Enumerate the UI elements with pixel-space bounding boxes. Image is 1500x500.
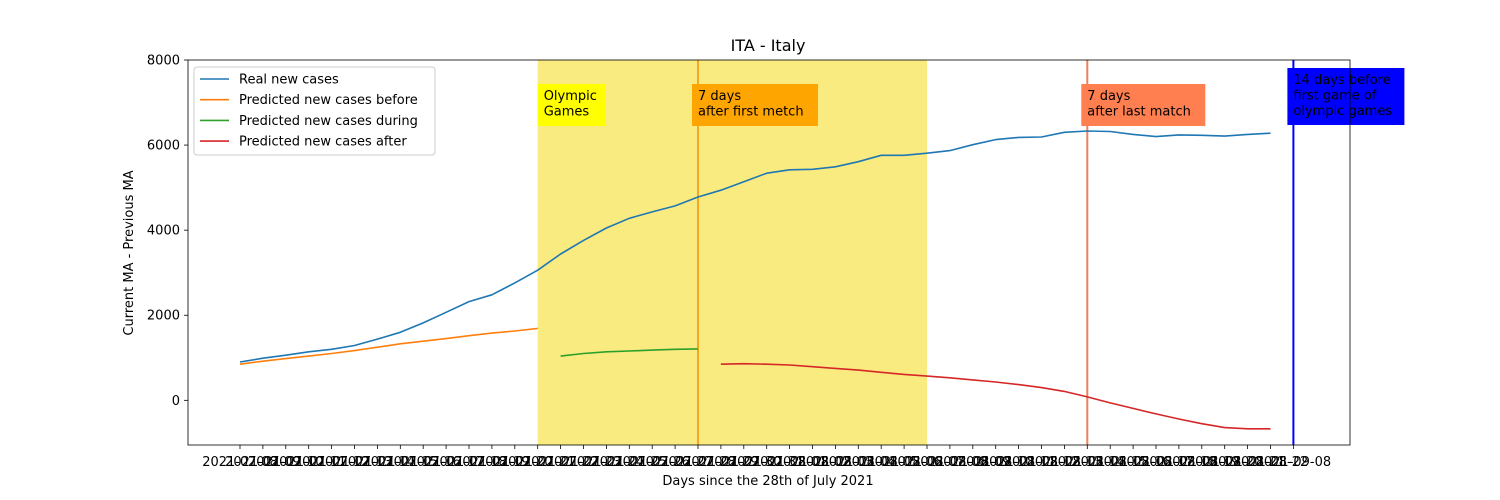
x-tick-label-34: 2021-08-11 xyxy=(981,455,1057,470)
x-tick-label-26: 2021-08-03 xyxy=(798,455,874,470)
x-tick-label-44: 2021-08-21 xyxy=(1210,455,1286,470)
x-tick-label-3: 2021-07-11 xyxy=(271,455,347,470)
y-tick-label-1: 2000 xyxy=(147,309,180,324)
x-tick-label-37: 2021-08-14 xyxy=(1050,455,1126,470)
y-axis-label: Current MA - Previous MA xyxy=(122,170,137,335)
legend-label-0: Real new cases xyxy=(239,73,339,88)
x-tick-label-6: 2021-07-14 xyxy=(340,455,416,470)
y-axis: 0 2000 4000 6000 8000 xyxy=(147,54,188,409)
x-tick-label-40: 2021-08-17 xyxy=(1118,455,1194,470)
x-tick-label-2: 2021-07-10 xyxy=(248,455,324,470)
legend-box xyxy=(193,66,436,156)
annotation-box-0 xyxy=(537,84,606,126)
y-tick-label-3: 6000 xyxy=(147,139,180,154)
x-tick-label-46: 2021-09-08 xyxy=(1256,455,1332,470)
x-tick-label-28: 2021-08-05 xyxy=(843,455,919,470)
annotation-text-2: 7 days after last match xyxy=(1087,89,1191,120)
x-tick-label-31: 2021-08-08 xyxy=(912,455,988,470)
x-tick-label-1: 2021-07-09 xyxy=(225,455,301,470)
x-tick-label-41: 2021-08-18 xyxy=(1141,455,1217,470)
x-tick-label-36: 2021-08-13 xyxy=(1027,455,1103,470)
x-axis: 2021-07-082021-07-092021-07-102021-07-11… xyxy=(202,445,1331,470)
x-tick-label-29: 2021-08-06 xyxy=(866,455,942,470)
series-line-0 xyxy=(239,130,1271,363)
y-tick-label-4: 8000 xyxy=(147,54,180,69)
annotation-box-1 xyxy=(692,84,818,126)
legend-label-1: Predicted new cases before xyxy=(239,93,418,108)
x-tick-label-17: 2021-07-25 xyxy=(592,455,668,470)
chart-title: ITA - Italy xyxy=(731,36,806,55)
annotation-text-0: Olympic Games xyxy=(544,89,597,120)
y-tick-label-2: 4000 xyxy=(147,224,180,239)
x-tick-label-0: 2021-07-08 xyxy=(202,455,278,470)
x-tick-label-23: 2021-07-31 xyxy=(729,455,805,470)
x-tick-label-8: 2021-07-16 xyxy=(385,455,461,470)
x-tick-label-21: 2021-07-29 xyxy=(683,455,759,470)
x-tick-label-32: 2021-08-09 xyxy=(935,455,1011,470)
annotation-labels: Olympic Games 7 days after first metch 7 day… xyxy=(537,68,1405,126)
series-line-3 xyxy=(720,362,1271,430)
x-tick-label-42: 2021-08-19 xyxy=(1164,455,1240,470)
x-tick-label-7: 2021-07-15 xyxy=(363,455,439,470)
x-tick-label-13: 2021-07-21 xyxy=(500,455,576,470)
x-tick-label-12: 2021-07-20 xyxy=(477,455,553,470)
x-tick-label-14: 2021-07-22 xyxy=(523,455,599,470)
x-tick-label-39: 2021-08-16 xyxy=(1095,455,1171,470)
x-tick-label-38: 2021-08-15 xyxy=(1072,455,1148,470)
x-tick-label-20: 2021-07-28 xyxy=(660,455,736,470)
annotation-box-2 xyxy=(1081,84,1206,126)
x-tick-label-25: 2021-08-02 xyxy=(775,455,851,470)
annotation-box-3 xyxy=(1287,68,1405,125)
x-tick-label-30: 2021-08-07 xyxy=(889,455,965,470)
x-tick-label-22: 2021-07-30 xyxy=(706,455,782,470)
x-tick-label-4: 2021-07-12 xyxy=(294,455,370,470)
y-tick-label-0: 0 xyxy=(172,394,180,409)
x-tick-label-33: 2021-08-10 xyxy=(958,455,1034,470)
x-axis-label: Days since the 28th of July 2021 xyxy=(662,474,873,489)
series-line-1 xyxy=(239,327,538,365)
x-tick-label-15: 2021-07-23 xyxy=(546,455,622,470)
plot-frame xyxy=(187,59,1351,446)
x-tick-label-27: 2021-08-04 xyxy=(821,455,897,470)
legend: Real new cases Predicted new cases before… xyxy=(193,66,436,156)
x-tick-label-19: 2021-07-27 xyxy=(637,455,713,470)
annotation-text-3: 14 days before first game of olympic games xyxy=(1293,73,1392,119)
annotation-text-1: 7 days after first metch xyxy=(698,89,804,120)
x-tick-label-24: 2021-08-01 xyxy=(752,455,828,470)
legend-label-2: Predicted new cases during xyxy=(239,114,418,129)
series-lines xyxy=(239,130,1271,430)
x-tick-label-9: 2021-07-17 xyxy=(408,455,484,470)
x-tick-label-10: 2021-07-18 xyxy=(431,455,507,470)
x-tick-label-16: 2021-07-24 xyxy=(569,455,645,470)
x-tick-label-11: 2021-07-19 xyxy=(454,455,530,470)
legend-label-3: Predicted new cases after xyxy=(239,135,407,150)
x-tick-label-43: 2021-08-20 xyxy=(1187,455,1263,470)
x-tick-label-5: 2021-07-13 xyxy=(317,455,393,470)
series-line-2 xyxy=(560,348,699,357)
x-tick-label-18: 2021-07-26 xyxy=(614,455,690,470)
x-tick-label-35: 2021-08-12 xyxy=(1004,455,1080,470)
x-tick-label-45: 2021-08-22 xyxy=(1233,455,1309,470)
